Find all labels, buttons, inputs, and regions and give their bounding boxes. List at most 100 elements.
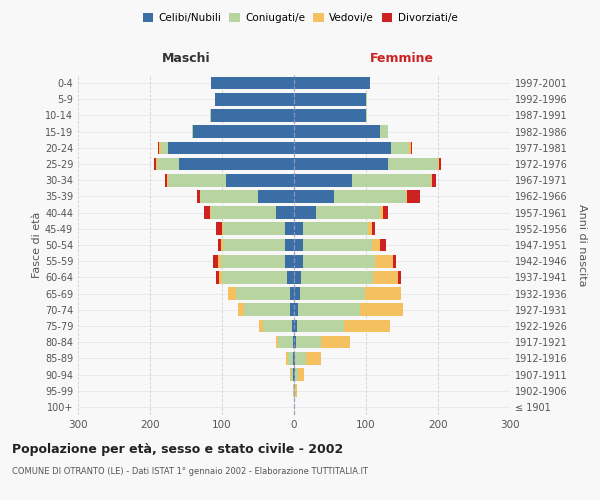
Bar xyxy=(431,174,432,186)
Bar xyxy=(292,320,294,332)
Bar xyxy=(168,174,226,186)
Bar xyxy=(383,206,388,219)
Bar xyxy=(380,238,386,252)
Bar xyxy=(290,304,294,316)
Bar xyxy=(293,336,294,348)
Bar xyxy=(290,288,294,300)
Bar xyxy=(222,271,287,283)
Bar xyxy=(407,190,420,202)
Bar xyxy=(296,336,322,348)
Bar xyxy=(286,352,287,364)
Bar xyxy=(263,320,292,332)
Bar xyxy=(294,93,366,106)
Bar xyxy=(380,126,388,138)
Bar xyxy=(223,238,284,252)
Bar xyxy=(294,238,304,252)
Bar xyxy=(300,288,365,300)
Bar xyxy=(392,255,396,268)
Bar xyxy=(298,368,304,381)
Bar xyxy=(398,271,401,283)
Bar xyxy=(294,206,316,219)
Bar xyxy=(167,174,168,186)
Bar xyxy=(179,158,294,170)
Bar xyxy=(258,190,294,202)
Bar xyxy=(365,288,401,300)
Bar xyxy=(200,190,258,202)
Bar xyxy=(154,158,156,170)
Bar xyxy=(294,255,302,268)
Bar xyxy=(276,336,278,348)
Bar xyxy=(165,174,167,186)
Bar xyxy=(157,158,179,170)
Bar xyxy=(297,320,344,332)
Bar xyxy=(158,142,160,154)
Text: COMUNE DI OTRANTO (LE) - Dati ISTAT 1° gennaio 2002 - Elaborazione TUTTITALIA.IT: COMUNE DI OTRANTO (LE) - Dati ISTAT 1° g… xyxy=(12,468,368,476)
Bar xyxy=(244,304,290,316)
Bar xyxy=(344,320,391,332)
Bar xyxy=(197,190,200,202)
Bar xyxy=(322,336,350,348)
Bar xyxy=(221,238,223,252)
Bar xyxy=(216,222,222,235)
Bar xyxy=(293,368,294,381)
Bar xyxy=(380,206,383,219)
Bar xyxy=(218,255,221,268)
Bar xyxy=(294,352,295,364)
Bar xyxy=(221,255,286,268)
Bar xyxy=(294,190,334,202)
Bar xyxy=(388,158,438,170)
Bar xyxy=(366,93,367,106)
Bar xyxy=(211,206,276,219)
Bar xyxy=(366,109,367,122)
Bar xyxy=(278,336,293,348)
Bar xyxy=(226,174,294,186)
Bar xyxy=(276,206,294,219)
Bar xyxy=(294,336,296,348)
Bar xyxy=(290,368,291,381)
Bar xyxy=(295,368,298,381)
Bar xyxy=(409,142,410,154)
Bar xyxy=(259,320,263,332)
Bar xyxy=(359,304,403,316)
Bar xyxy=(294,142,391,154)
Bar xyxy=(161,142,168,154)
Bar xyxy=(294,288,300,300)
Bar xyxy=(160,142,161,154)
Bar xyxy=(301,271,373,283)
Bar xyxy=(212,255,218,268)
Bar xyxy=(391,142,409,154)
Bar xyxy=(211,77,294,90)
Bar xyxy=(406,190,407,202)
Bar xyxy=(294,174,352,186)
Bar xyxy=(293,384,294,397)
Bar xyxy=(168,142,294,154)
Text: Maschi: Maschi xyxy=(161,52,211,66)
Bar xyxy=(204,206,210,219)
Bar xyxy=(236,288,290,300)
Bar xyxy=(287,352,293,364)
Bar xyxy=(316,206,380,219)
Bar xyxy=(284,222,294,235)
Bar xyxy=(294,368,295,381)
Bar xyxy=(304,222,368,235)
Bar xyxy=(215,271,219,283)
Bar xyxy=(210,206,211,219)
Bar xyxy=(291,368,293,381)
Bar xyxy=(286,255,294,268)
Bar xyxy=(192,126,193,138)
Bar xyxy=(373,271,398,283)
Bar xyxy=(295,384,297,397)
Bar xyxy=(304,238,372,252)
Bar xyxy=(294,271,301,283)
Bar xyxy=(294,304,298,316)
Bar xyxy=(298,304,359,316)
Bar xyxy=(238,304,244,316)
Bar xyxy=(294,77,370,90)
Text: Femmine: Femmine xyxy=(370,52,434,66)
Bar xyxy=(229,288,236,300)
Bar xyxy=(302,255,374,268)
Bar xyxy=(432,174,436,186)
Bar xyxy=(294,222,304,235)
Bar xyxy=(334,190,406,202)
Bar xyxy=(218,238,221,252)
